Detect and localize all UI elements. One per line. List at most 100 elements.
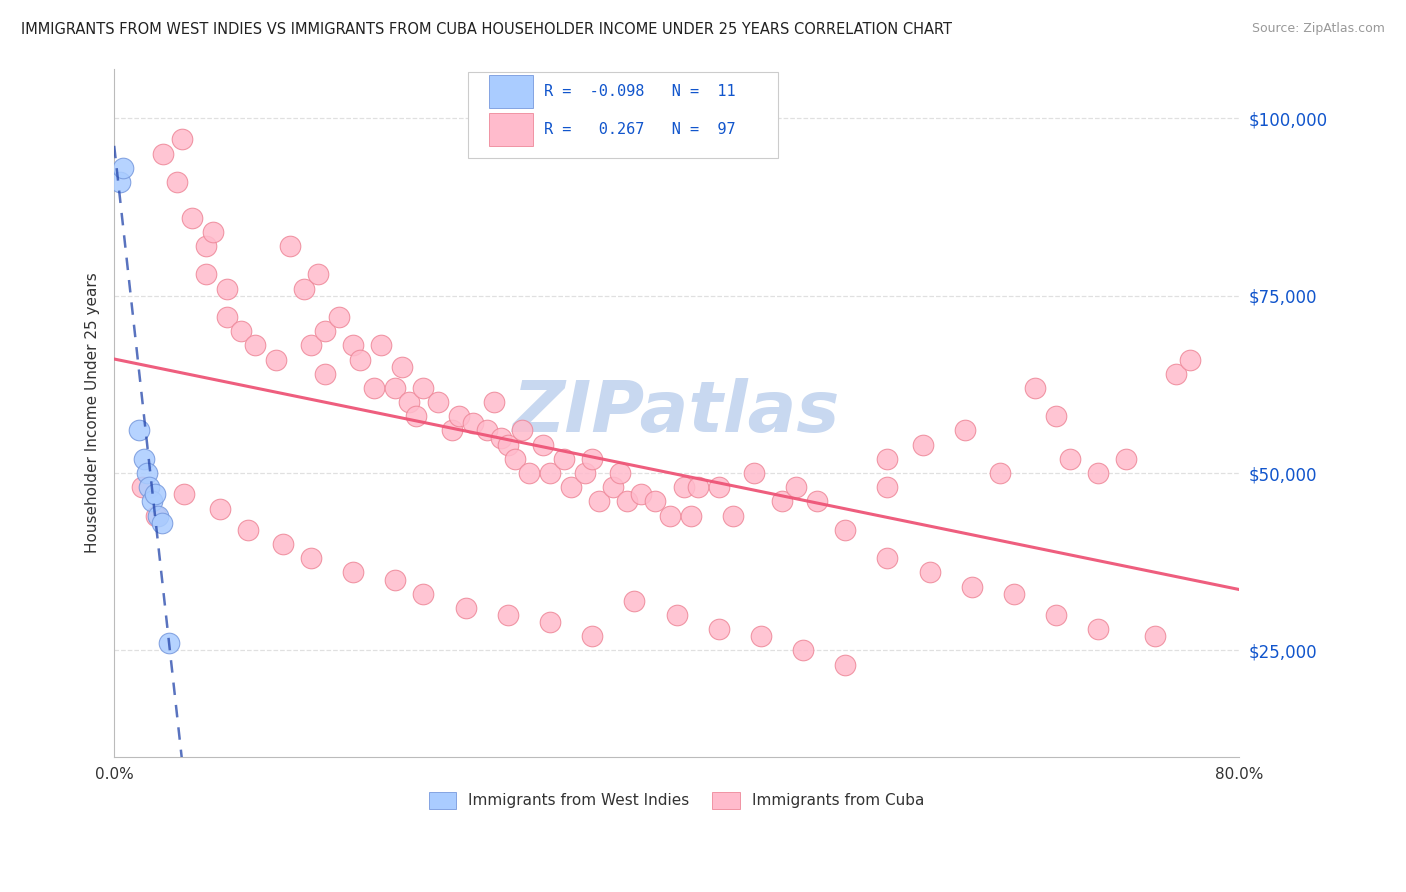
Point — [108, 175, 131, 189]
Point — [953, 424, 976, 438]
Point — [243, 338, 266, 352]
Point — [208, 501, 231, 516]
Point — [440, 424, 463, 438]
Point — [384, 381, 406, 395]
Point — [454, 601, 477, 615]
Point — [1045, 409, 1067, 424]
Point — [166, 175, 188, 189]
Point — [806, 494, 828, 508]
Text: ZIPatlas: ZIPatlas — [513, 378, 841, 447]
Point — [138, 480, 160, 494]
Point — [461, 417, 484, 431]
Point — [707, 622, 730, 636]
Point — [531, 438, 554, 452]
Point — [876, 551, 898, 566]
Point — [314, 367, 336, 381]
FancyBboxPatch shape — [468, 72, 778, 158]
Point — [132, 451, 155, 466]
Point — [510, 424, 533, 438]
Point — [131, 480, 153, 494]
Point — [143, 487, 166, 501]
Point — [426, 395, 449, 409]
Point — [503, 451, 526, 466]
Point — [264, 352, 287, 367]
Point — [194, 239, 217, 253]
Point — [447, 409, 470, 424]
Point — [150, 516, 173, 530]
Point — [792, 643, 814, 657]
Text: Source: ZipAtlas.com: Source: ZipAtlas.com — [1251, 22, 1385, 36]
Point — [679, 508, 702, 523]
Point — [602, 480, 624, 494]
Point — [278, 239, 301, 253]
Point — [170, 132, 193, 146]
Point — [834, 657, 856, 672]
Point — [152, 146, 174, 161]
Point — [128, 424, 150, 438]
Point — [370, 338, 392, 352]
Point — [328, 310, 350, 324]
Point — [145, 508, 167, 523]
Point — [721, 508, 744, 523]
Point — [398, 395, 420, 409]
Point — [299, 551, 322, 566]
Point — [960, 580, 983, 594]
Point — [988, 466, 1011, 480]
Point — [686, 480, 709, 494]
Point — [581, 629, 603, 643]
Point — [475, 424, 498, 438]
Text: IMMIGRANTS FROM WEST INDIES VS IMMIGRANTS FROM CUBA HOUSEHOLDER INCOME UNDER 25 : IMMIGRANTS FROM WEST INDIES VS IMMIGRANT… — [21, 22, 952, 37]
Point — [1178, 352, 1201, 367]
Point — [707, 480, 730, 494]
Point — [146, 508, 169, 523]
Point — [553, 451, 575, 466]
Point — [588, 494, 610, 508]
Point — [644, 494, 666, 508]
Point — [349, 352, 371, 367]
Point — [201, 225, 224, 239]
Point — [574, 466, 596, 480]
Point — [292, 281, 315, 295]
Point — [236, 523, 259, 537]
Point — [876, 480, 898, 494]
Point — [1024, 381, 1046, 395]
Point — [384, 573, 406, 587]
Point — [665, 607, 688, 622]
Point — [918, 566, 941, 580]
Point — [157, 636, 180, 650]
Point — [630, 487, 652, 501]
Point — [876, 451, 898, 466]
Point — [658, 508, 681, 523]
Point — [1087, 622, 1109, 636]
Point — [215, 310, 238, 324]
Point — [672, 480, 695, 494]
Point — [1059, 451, 1081, 466]
Point — [299, 338, 322, 352]
Point — [1045, 607, 1067, 622]
Text: R =   0.267   N =  97: R = 0.267 N = 97 — [544, 122, 735, 137]
FancyBboxPatch shape — [489, 112, 533, 146]
Point — [581, 451, 603, 466]
Point — [749, 629, 772, 643]
Point — [616, 494, 638, 508]
Point — [1164, 367, 1187, 381]
Point — [173, 487, 195, 501]
Y-axis label: Householder Income Under 25 years: Householder Income Under 25 years — [86, 272, 100, 553]
Point — [785, 480, 807, 494]
Point — [560, 480, 582, 494]
Point — [215, 281, 238, 295]
Point — [517, 466, 540, 480]
Point — [911, 438, 934, 452]
Point — [770, 494, 793, 508]
Point — [609, 466, 631, 480]
Point — [1143, 629, 1166, 643]
Point — [307, 268, 329, 282]
Point — [363, 381, 385, 395]
Point — [538, 466, 561, 480]
Point — [271, 537, 294, 551]
Legend: Immigrants from West Indies, Immigrants from Cuba: Immigrants from West Indies, Immigrants … — [422, 786, 931, 814]
Point — [342, 338, 364, 352]
Point — [623, 594, 645, 608]
Point — [342, 566, 364, 580]
Point — [1087, 466, 1109, 480]
